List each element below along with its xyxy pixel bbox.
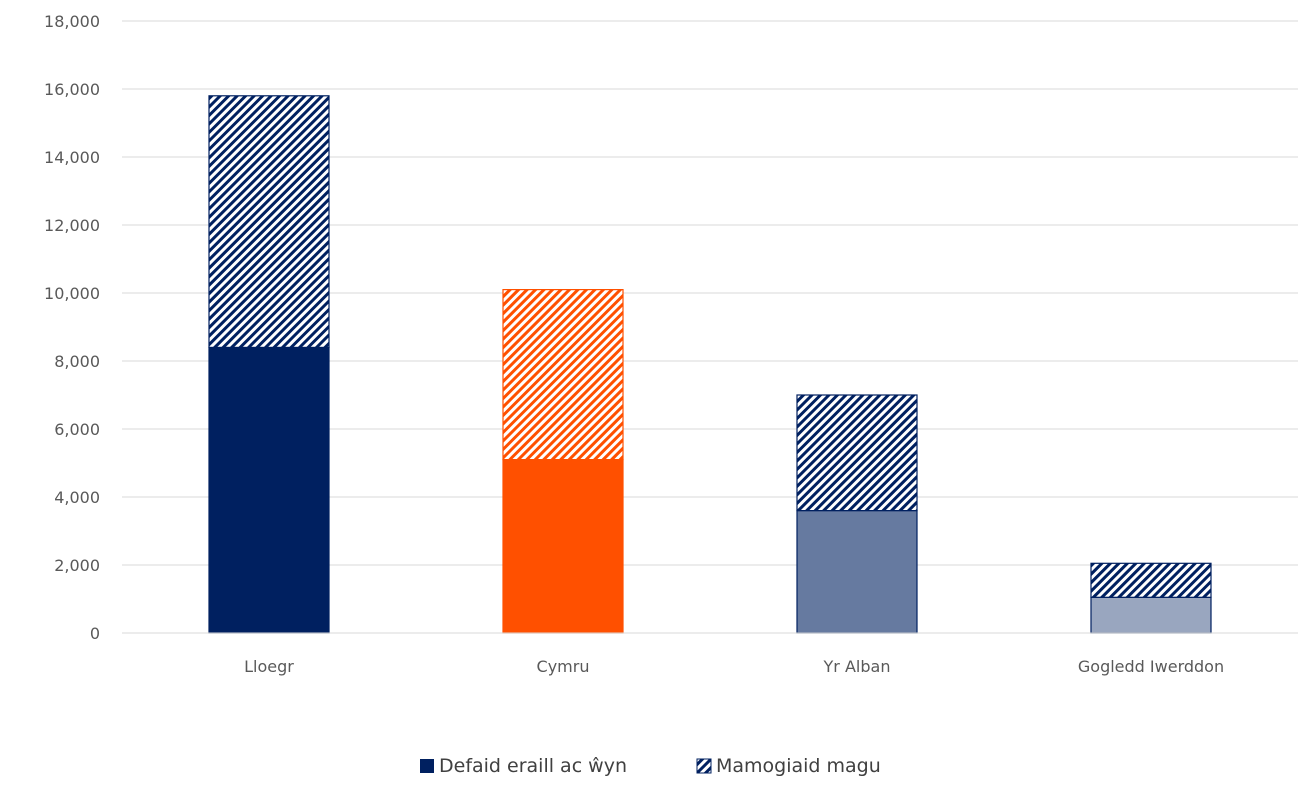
- bar-defaid-eraill-0: [208, 346, 330, 634]
- x-category-label: Cymru: [537, 657, 590, 676]
- y-tick-label: 4,000: [54, 488, 100, 507]
- legend: Defaid eraill ac ŵyn Mamogiaid magu: [420, 755, 881, 777]
- y-axis-ticks: 0 2,000 4,000 6,000 8,000 10,000 12,000 14,000 1…: [44, 12, 100, 643]
- y-tick-label: 8,000: [54, 352, 100, 371]
- legend-swatch-hatched: [696, 758, 712, 774]
- x-category-label: Yr Alban: [823, 657, 891, 676]
- y-tick-label: 12,000: [44, 216, 100, 235]
- x-axis-labels: Lloegr Cymru Yr Alban Gogledd Iwerddon: [244, 657, 1224, 676]
- y-tick-label: 10,000: [44, 284, 100, 303]
- legend-label: Mamogiaid magu: [716, 755, 881, 777]
- y-tick-label: 6,000: [54, 420, 100, 439]
- x-category-label: Lloegr: [244, 657, 294, 676]
- y-tick-label: 2,000: [54, 556, 100, 575]
- x-category-label: Gogledd Iwerddon: [1078, 657, 1224, 676]
- legend-label: Defaid eraill ac ŵyn: [439, 755, 627, 777]
- legend-swatch-solid: [420, 759, 434, 773]
- bar-defaid-eraill-3: [1090, 596, 1212, 634]
- bars: [208, 95, 1212, 634]
- bar-defaid-eraill-1: [502, 459, 624, 634]
- bar-mamogiaid-magu-1: [502, 289, 624, 461]
- y-tick-label: 18,000: [44, 12, 100, 31]
- bar-mamogiaid-magu-3: [1090, 562, 1212, 598]
- bar-mamogiaid-magu-2: [796, 394, 918, 512]
- y-tick-label: 14,000: [44, 148, 100, 167]
- y-tick-label: 16,000: [44, 80, 100, 99]
- y-tick-label: 0: [90, 624, 100, 643]
- bar-mamogiaid-magu-0: [208, 95, 330, 349]
- bar-defaid-eraill-2: [796, 510, 918, 634]
